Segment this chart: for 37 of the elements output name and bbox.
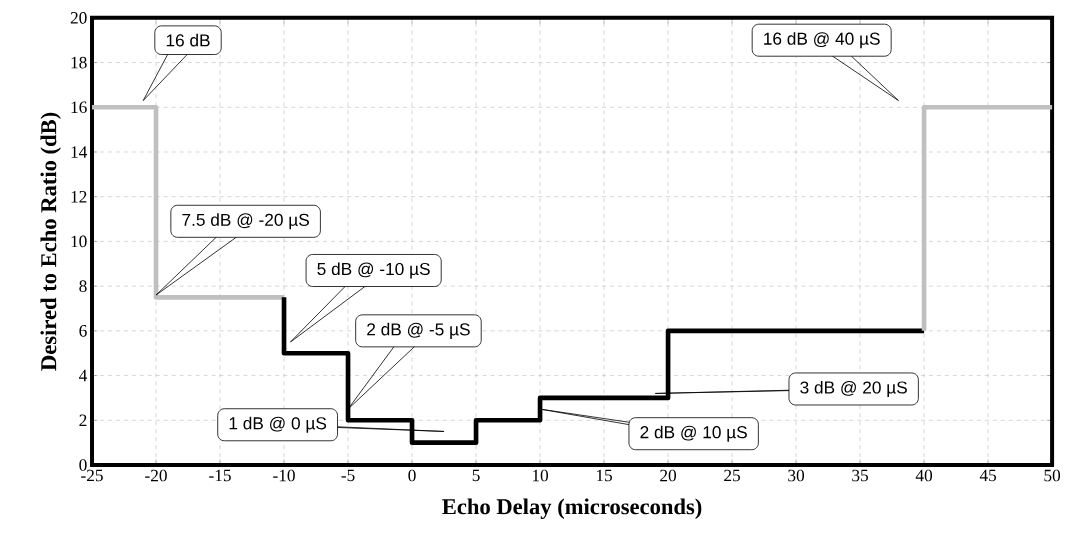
y-tick-label: 8 <box>79 280 87 292</box>
x-tick-label: 0 <box>408 469 416 482</box>
y-tick-label: 14 <box>71 146 88 158</box>
y-tick-label: 12 <box>71 190 87 203</box>
x-tick-label: -10 <box>273 469 295 482</box>
y-tick-label: 6 <box>79 325 87 337</box>
x-tick-label: 40 <box>915 469 933 482</box>
x-tick-label: 25 <box>724 469 741 482</box>
y-tick-label: 20 <box>70 12 87 24</box>
x-tick-label: 20 <box>660 469 677 482</box>
annotation: 3 dB @ 20 µS <box>800 380 907 398</box>
y-tick-label: 2 <box>79 414 87 426</box>
x-tick-label: -15 <box>209 469 231 482</box>
x-tick-label: 5 <box>472 469 480 482</box>
x-tick-label: 30 <box>788 469 805 482</box>
x-tick-label: 35 <box>852 469 869 482</box>
y-tick-label: 16 <box>71 101 87 114</box>
annotation: 16 dB @ 40 µS <box>764 32 880 49</box>
x-tick-label: 45 <box>979 469 997 482</box>
y-tick-label: 10 <box>71 235 87 248</box>
x-tick-label: -5 <box>341 469 355 482</box>
y-tick-label: 0 <box>79 459 87 471</box>
x-tick-label: 10 <box>532 469 549 482</box>
annotation: 2 dB @ 10 µS <box>640 425 747 442</box>
annotation: 16 dB <box>166 33 210 47</box>
y-axis-title: Desired to Echo Ratio (dB) <box>40 112 61 371</box>
annotation: 5 dB @ -10 µS <box>317 262 430 279</box>
annotation: 7.5 dB @ -20 µS <box>182 213 309 230</box>
annotation: 1 dB @ 0 µS <box>229 416 327 433</box>
x-tick-label: 15 <box>596 469 613 482</box>
y-tick-label: 18 <box>71 56 87 69</box>
x-tick-label: 50 <box>1044 469 1061 482</box>
annotation: 2 dB @ -5 µS <box>367 322 470 339</box>
x-tick-label: -25 <box>81 469 103 482</box>
y-tick-label: 4 <box>79 369 88 382</box>
x-axis-title: Echo Delay (microseconds) <box>442 498 702 519</box>
x-tick-label: -20 <box>145 469 167 482</box>
